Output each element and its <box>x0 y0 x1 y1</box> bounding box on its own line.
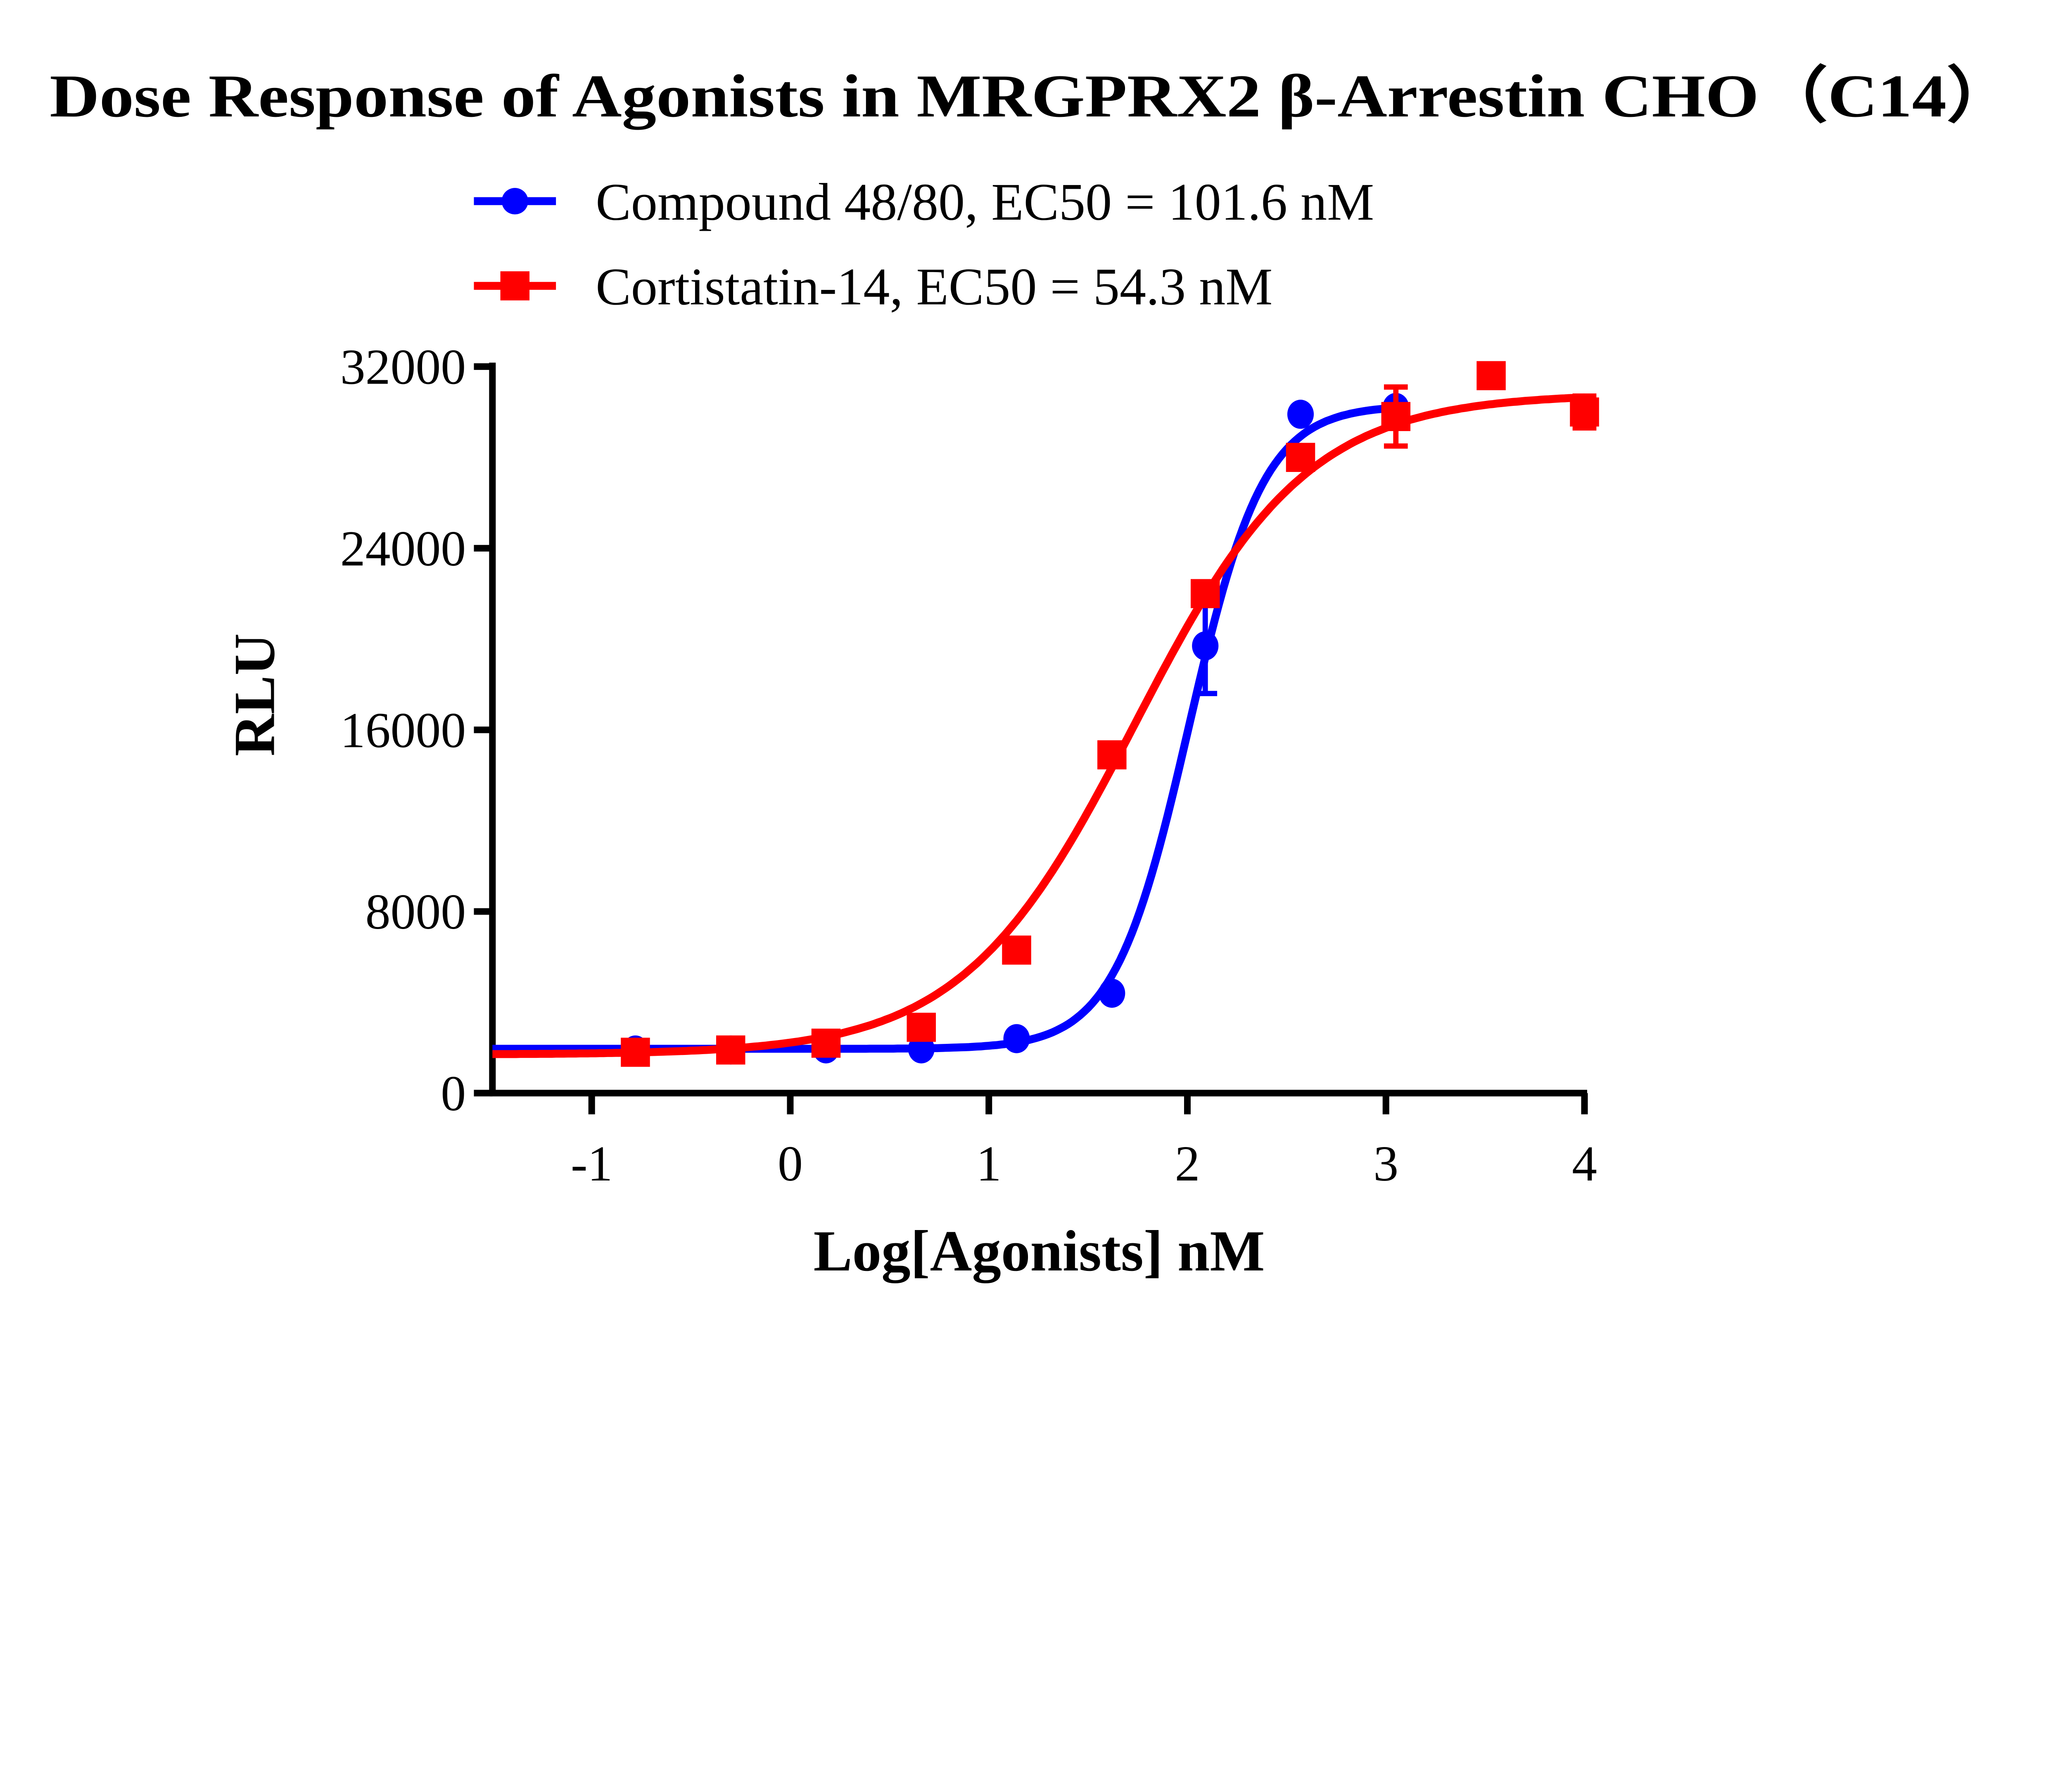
y-tick-label: 0 <box>441 1066 466 1121</box>
data-point <box>907 1012 936 1042</box>
data-point <box>1570 397 1599 427</box>
legend-label: Cortistatin-14, EC50 = 54.3 nM <box>596 257 1272 316</box>
data-point <box>1003 1024 1030 1053</box>
data-point <box>1191 579 1220 608</box>
data-point <box>1381 402 1411 431</box>
fit-curve-1 <box>492 393 1585 1058</box>
data-point <box>1099 979 1125 1008</box>
data-point <box>1097 740 1127 770</box>
data-point <box>716 1035 745 1065</box>
plot-area <box>492 361 1599 1067</box>
data-point <box>1287 400 1314 429</box>
data-point <box>1286 443 1315 472</box>
y-tick-label: 16000 <box>340 702 466 758</box>
y-tick-label: 8000 <box>366 884 466 940</box>
y-tick-label: 24000 <box>340 521 466 576</box>
chart-figure: Dose Response of Agonists in MRGPRX2 β-A… <box>50 62 2015 1283</box>
x-tick-label: 4 <box>1572 1136 1597 1192</box>
x-axis-label: Log[Agonists] nM <box>814 1218 1265 1283</box>
fit-curve-0 <box>492 404 1394 1053</box>
x-tick-label: 2 <box>1175 1136 1200 1192</box>
legend-marker <box>501 188 528 215</box>
y-tick-label: 32000 <box>340 339 466 395</box>
x-tick-label: 3 <box>1373 1136 1398 1192</box>
chart-title: Dose Response of Agonists in MRGPRX2 β-A… <box>50 62 2015 130</box>
axes: 0 8000 16000 24000 32000 -1 0 1 2 3 4 <box>340 339 1597 1191</box>
data-point <box>1476 361 1506 391</box>
x-tick-label: 0 <box>778 1136 803 1192</box>
legend: Compound 48/80, EC50 = 101.6 nM Cortistat… <box>474 173 1374 316</box>
chart: Dose Response of Agonists in MRGPRX2 β-A… <box>50 62 2015 1283</box>
x-tick-label: 1 <box>976 1136 1002 1192</box>
data-point <box>811 1029 841 1058</box>
data-point <box>1192 631 1219 661</box>
data-point <box>621 1038 650 1067</box>
legend-marker <box>500 271 530 301</box>
data-point <box>1002 935 1031 965</box>
x-tick-label: -1 <box>571 1136 612 1192</box>
legend-label: Compound 48/80, EC50 = 101.6 nM <box>596 173 1374 231</box>
y-axis-label: RLU <box>222 633 287 756</box>
